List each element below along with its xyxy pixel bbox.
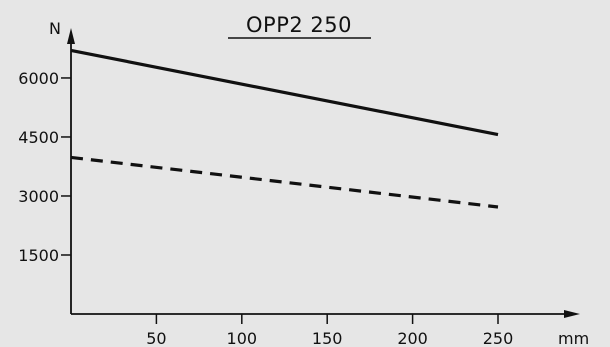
axes xyxy=(67,28,580,318)
x-axis-label: mm xyxy=(558,329,589,347)
y-tick-label: 1500 xyxy=(18,246,59,265)
dashed-series-line xyxy=(70,155,499,209)
y-axis-label: N xyxy=(49,19,61,38)
x-tick-label: 150 xyxy=(312,329,343,347)
y-tick-label: 6000 xyxy=(18,69,59,88)
x-tick-label: 100 xyxy=(227,329,258,347)
x-tick-label: 200 xyxy=(397,329,428,347)
series xyxy=(70,48,499,209)
chart-title: OPP2 250 xyxy=(246,13,352,37)
x-tick-label: 50 xyxy=(146,329,166,347)
ticks: 1500 3000 4500 6000 50 100 150 200 250 xyxy=(18,69,513,347)
y-tick-label: 3000 xyxy=(18,187,59,206)
x-axis-arrow xyxy=(564,310,580,318)
solid-series-line xyxy=(70,48,499,137)
y-axis-arrow xyxy=(67,28,75,44)
y-tick-label: 4500 xyxy=(18,128,59,147)
x-tick-label: 250 xyxy=(483,329,514,347)
